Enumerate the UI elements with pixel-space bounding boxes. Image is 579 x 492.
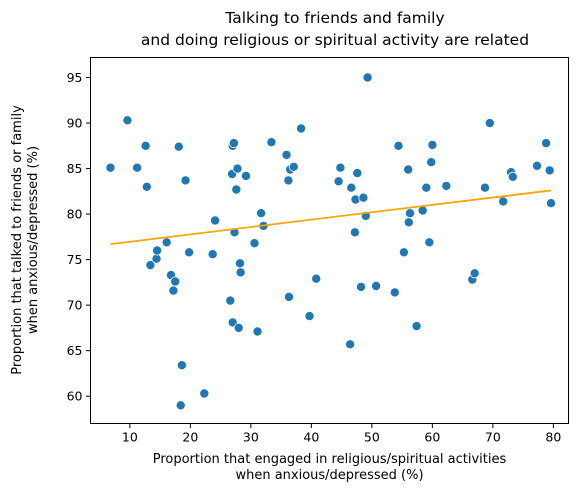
- data-point: [184, 247, 195, 258]
- data-point: [398, 247, 409, 258]
- data-point: [170, 276, 181, 287]
- data-point: [252, 326, 263, 337]
- data-point: [403, 217, 414, 228]
- data-point: [441, 180, 452, 191]
- data-point: [256, 208, 267, 219]
- data-point: [333, 176, 344, 187]
- data-point: [105, 162, 116, 173]
- y-tick-label: 90: [67, 116, 83, 131]
- data-point: [283, 291, 294, 302]
- x-axis-ticks: 10 20 30 40 50 60 70 80: [122, 423, 561, 445]
- data-point: [389, 287, 400, 298]
- x-axis-label-line-1: Proportion that engaged in religious/spi…: [153, 452, 507, 467]
- data-point: [173, 141, 184, 152]
- x-tick-label: 20: [182, 430, 198, 445]
- data-point: [232, 163, 243, 174]
- data-point: [335, 162, 346, 173]
- data-point: [304, 311, 315, 322]
- x-tick-label: 70: [485, 430, 501, 445]
- data-point: [421, 182, 432, 193]
- data-point: [358, 192, 369, 203]
- x-tick-label: 30: [243, 430, 259, 445]
- data-point: [122, 115, 133, 126]
- data-point: [469, 268, 480, 279]
- y-tick-label: 75: [67, 252, 83, 267]
- data-point: [141, 181, 152, 192]
- data-point: [484, 118, 495, 129]
- data-point: [349, 227, 360, 238]
- data-point: [345, 339, 356, 350]
- data-point: [546, 198, 557, 209]
- data-point: [288, 161, 299, 172]
- data-point: [426, 157, 437, 168]
- chart-title-line-2: and doing religious or spiritual activit…: [141, 31, 529, 49]
- trend-layer: [110, 189, 552, 246]
- trend-line: [110, 189, 552, 246]
- data-point: [161, 237, 172, 248]
- data-point: [403, 164, 414, 175]
- data-point: [507, 171, 518, 182]
- data-point: [207, 249, 218, 260]
- data-point: [371, 280, 382, 291]
- data-point: [152, 245, 163, 256]
- data-point: [346, 182, 357, 193]
- data-point: [541, 138, 552, 149]
- data-point: [176, 360, 187, 371]
- data-point: [151, 253, 162, 264]
- x-tick-label: 50: [364, 430, 380, 445]
- data-point: [281, 149, 292, 160]
- y-tick-label: 85: [67, 161, 83, 176]
- data-point: [424, 237, 435, 248]
- plot-frame: [90, 57, 569, 424]
- data-point: [180, 175, 191, 186]
- y-tick-label: 80: [67, 207, 83, 222]
- x-tick-label: 10: [122, 430, 138, 445]
- data-point: [393, 140, 404, 151]
- data-point: [228, 138, 239, 149]
- points-layer: [105, 72, 557, 411]
- data-point: [249, 238, 260, 249]
- data-point: [233, 322, 244, 333]
- data-point: [544, 165, 555, 176]
- y-tick-label: 65: [67, 343, 83, 358]
- data-point: [140, 140, 151, 151]
- data-point: [411, 321, 422, 332]
- y-axis-label-line-2: when anxious/depressed (%): [26, 146, 41, 334]
- data-point: [231, 184, 242, 195]
- y-axis-label-line-1: Proportion that talked to friends or fam…: [10, 105, 25, 375]
- x-tick-label: 40: [303, 430, 319, 445]
- data-point: [404, 208, 415, 219]
- data-point: [283, 175, 294, 186]
- data-point: [235, 267, 246, 278]
- x-tick-label: 60: [424, 430, 440, 445]
- data-point: [532, 160, 543, 171]
- data-point: [427, 139, 438, 150]
- y-tick-label: 95: [67, 70, 83, 85]
- y-tick-label: 70: [67, 298, 83, 313]
- data-point: [240, 170, 251, 181]
- data-point: [225, 295, 236, 306]
- x-axis-label-line-2: when anxious/depressed (%): [235, 468, 423, 483]
- data-point: [199, 388, 210, 399]
- data-point: [168, 285, 179, 296]
- data-point: [175, 400, 186, 411]
- data-point: [352, 168, 363, 179]
- data-point: [355, 281, 366, 292]
- data-point: [145, 260, 156, 271]
- data-point: [210, 215, 221, 226]
- y-tick-label: 60: [67, 389, 83, 404]
- data-point: [132, 162, 143, 173]
- data-point: [234, 258, 245, 269]
- data-point: [296, 123, 307, 134]
- x-tick-label: 80: [545, 430, 561, 445]
- data-point: [362, 72, 373, 83]
- data-point: [266, 137, 277, 148]
- y-axis-ticks: 60 65 70 75 80 85 90 95: [67, 70, 91, 404]
- data-point: [311, 273, 322, 284]
- chart-title-line-1: Talking to friends and family: [224, 9, 444, 27]
- data-point: [479, 182, 490, 193]
- data-point: [498, 196, 509, 207]
